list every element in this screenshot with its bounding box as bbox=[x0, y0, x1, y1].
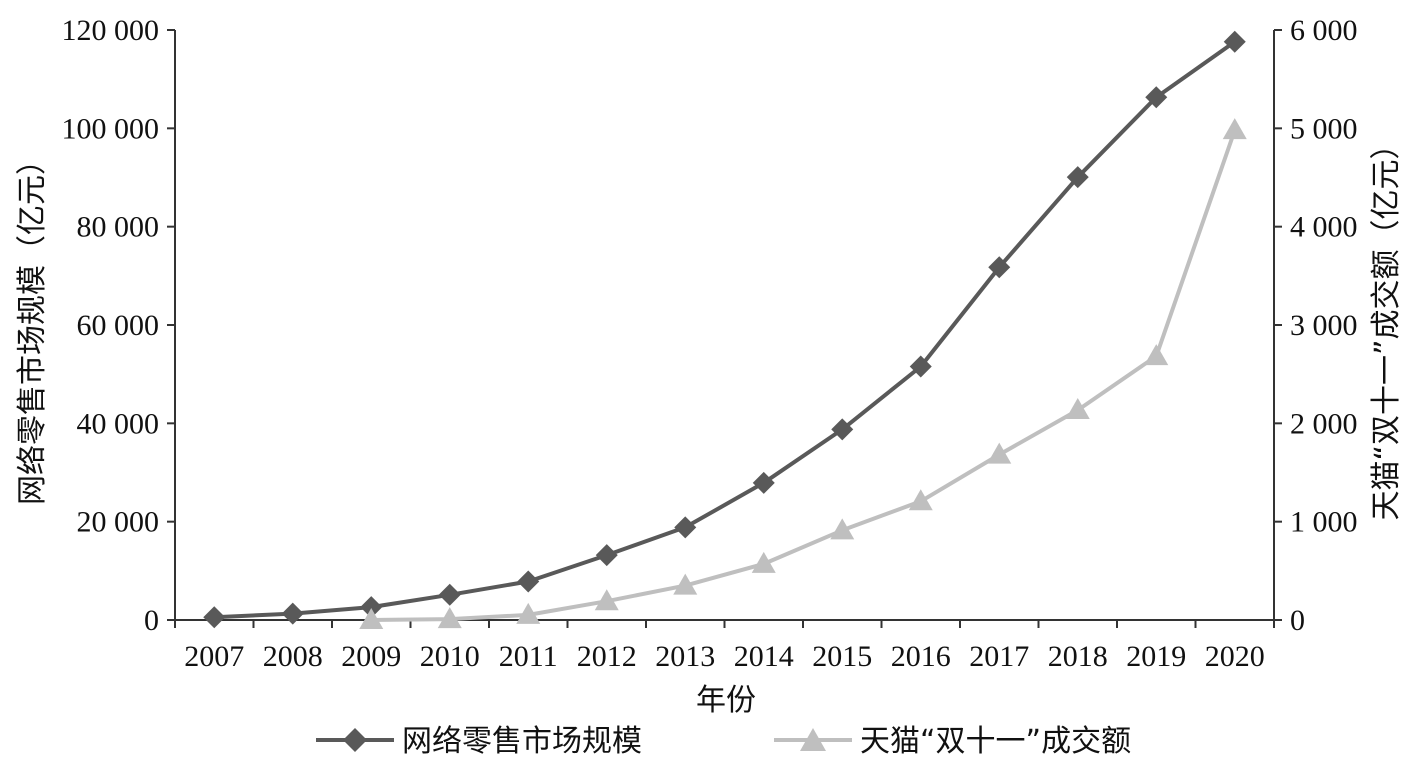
x-tick-label: 2017 bbox=[969, 640, 1029, 673]
series-group bbox=[203, 30, 1247, 629]
data-point-diamond bbox=[203, 606, 226, 629]
left-y-tick-label: 40 000 bbox=[77, 407, 160, 440]
data-point-diamond bbox=[360, 596, 383, 619]
x-axis-title: 年份 bbox=[696, 683, 756, 718]
x-tick-label: 2016 bbox=[891, 640, 951, 673]
data-point-triangle bbox=[516, 602, 541, 624]
right-y-tick-label: 3 000 bbox=[1290, 309, 1358, 342]
x-tick-label: 2018 bbox=[1048, 640, 1108, 673]
data-point-diamond bbox=[909, 355, 932, 378]
right-y-tick-label: 2 000 bbox=[1290, 407, 1358, 440]
right-y-tick-label: 4 000 bbox=[1290, 211, 1358, 244]
right-y-tick-label: 5 000 bbox=[1290, 112, 1358, 145]
data-point-diamond bbox=[1223, 30, 1246, 53]
data-point-diamond bbox=[1066, 166, 1089, 189]
data-point-triangle bbox=[1222, 118, 1247, 140]
legend-label-tmall: 天猫“双十一”成交额 bbox=[860, 724, 1131, 759]
legend-label-online-retail: 网络零售市场规模 bbox=[402, 724, 642, 759]
left-y-tick-label: 20 000 bbox=[77, 506, 160, 539]
series-line-0 bbox=[214, 40, 1236, 620]
x-tick-label: 2012 bbox=[577, 640, 637, 673]
x-tick-label: 2011 bbox=[499, 640, 558, 673]
data-point-diamond bbox=[438, 583, 461, 606]
legend-marker-diamond-icon bbox=[343, 728, 367, 752]
left-y-tick-label: 100 000 bbox=[62, 112, 160, 145]
data-point-diamond bbox=[595, 544, 618, 567]
x-tick-label: 2009 bbox=[341, 640, 401, 673]
data-point-diamond bbox=[752, 471, 775, 494]
tick-labels-group: 2007 2008 2009 2010 2011 2012 2013 2014 2015 2016… bbox=[62, 14, 1358, 673]
data-point-triangle bbox=[908, 489, 933, 511]
right-y-tick-label: 0 bbox=[1290, 604, 1305, 637]
axis-titles-group: 年份 网络零售市场规模（亿元） 天猫“双十一”成交额（亿元） bbox=[15, 129, 1404, 718]
x-tick-label: 2013 bbox=[655, 640, 715, 673]
series-line-1 bbox=[371, 129, 1237, 622]
x-tick-label: 2015 bbox=[812, 640, 872, 673]
data-point-triangle bbox=[359, 607, 384, 629]
data-point-triangle bbox=[437, 607, 462, 629]
right-y-tick-label: 6 000 bbox=[1290, 14, 1358, 47]
left-y-tick-label: 60 000 bbox=[77, 309, 160, 342]
data-point-diamond bbox=[281, 602, 304, 625]
axes-group bbox=[167, 29, 1282, 628]
data-point-diamond bbox=[831, 418, 854, 441]
data-point-diamond bbox=[988, 256, 1011, 279]
left-y-tick-label: 80 000 bbox=[77, 211, 160, 244]
data-point-diamond bbox=[1145, 86, 1168, 109]
right-y-axis-title: 天猫“双十一”成交额（亿元） bbox=[1369, 129, 1404, 520]
left-y-tick-label: 120 000 bbox=[62, 14, 160, 47]
x-tick-label: 2020 bbox=[1205, 640, 1265, 673]
data-point-triangle bbox=[751, 551, 776, 573]
data-point-triangle bbox=[830, 518, 855, 540]
legend: 网络零售市场规模 天猫“双十一”成交额 bbox=[316, 724, 1131, 759]
x-tick-label: 2019 bbox=[1126, 640, 1186, 673]
left-y-tick-label: 0 bbox=[144, 604, 159, 637]
data-point-triangle bbox=[594, 589, 619, 611]
x-tick-label: 2010 bbox=[420, 640, 480, 673]
legend-marker-triangle-icon bbox=[800, 728, 826, 751]
data-point-triangle bbox=[1144, 344, 1169, 366]
right-y-tick-label: 1 000 bbox=[1290, 506, 1358, 539]
data-point-triangle bbox=[987, 442, 1012, 464]
data-point-triangle bbox=[1065, 398, 1090, 420]
data-point-diamond bbox=[674, 516, 697, 539]
data-point-diamond bbox=[517, 570, 540, 593]
x-tick-label: 2014 bbox=[734, 640, 794, 673]
data-point-triangle bbox=[673, 573, 698, 595]
x-tick-label: 2007 bbox=[184, 640, 244, 673]
x-tick-label: 2008 bbox=[263, 640, 323, 673]
left-y-axis-title: 网络零售市场规模（亿元） bbox=[15, 145, 50, 505]
